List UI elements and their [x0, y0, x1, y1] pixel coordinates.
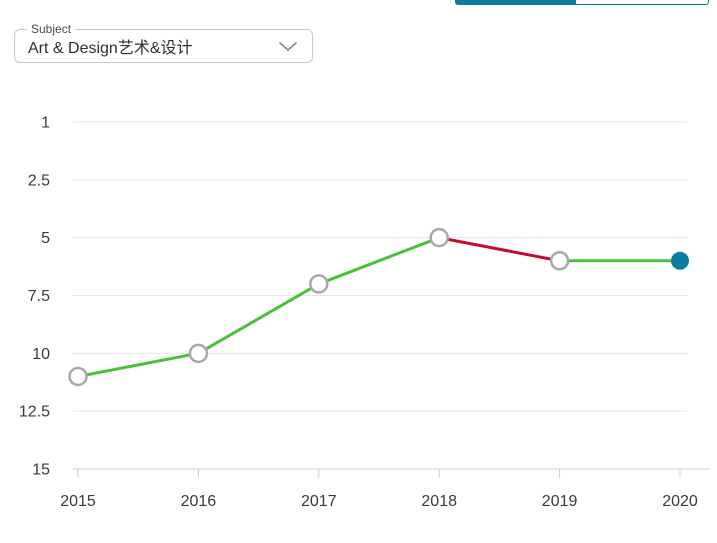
data-point-2016[interactable] [188, 343, 209, 364]
view-toggle-segment-active[interactable] [455, 0, 575, 5]
data-point-2018[interactable] [429, 227, 449, 248]
data-point-2017[interactable] [309, 274, 329, 294]
x-axis-year-label: 2019 [542, 493, 578, 510]
y-axis-tick-label: 2.5 [28, 172, 50, 189]
view-toggle [455, 0, 709, 5]
x-axis-year-label: 2018 [421, 493, 457, 510]
trend-segment [77, 351, 199, 378]
y-axis-tick-label: 10 [32, 346, 50, 363]
trend-segment [438, 236, 560, 263]
y-axis-tick-label: 12.5 [19, 404, 50, 421]
subject-select-label: Subject [27, 21, 76, 37]
trend-segment [197, 282, 320, 355]
x-axis-year-label: 2020 [662, 493, 698, 510]
x-axis-year-label: 2016 [181, 493, 217, 510]
y-axis-tick-label: 5 [41, 230, 50, 247]
x-axis-year-label: 2017 [301, 493, 337, 510]
data-point-2019[interactable] [549, 251, 570, 271]
x-axis-year-label: 2015 [60, 493, 96, 510]
subject-select[interactable]: Subject Art & Design艺术&设计 [14, 21, 313, 63]
y-axis-tick-label: 7.5 [28, 288, 50, 305]
subject-select-value: Art & Design艺术&设计 [28, 40, 193, 57]
view-toggle-segment-inactive[interactable] [575, 0, 709, 5]
y-axis-tick-label: 15 [32, 462, 50, 479]
data-point-2015[interactable] [68, 366, 88, 387]
trend-segment [318, 236, 440, 286]
data-point-2020[interactable] [671, 251, 689, 270]
y-axis-tick-label: 1 [41, 115, 50, 132]
chevron-down-icon [279, 42, 297, 51]
